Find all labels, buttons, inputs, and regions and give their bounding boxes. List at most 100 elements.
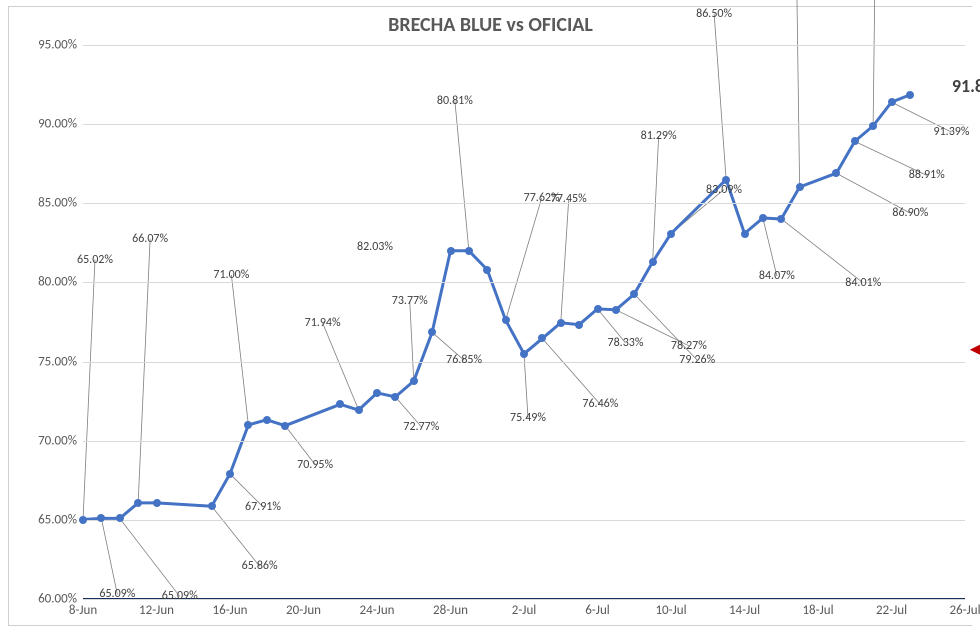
data-marker (79, 516, 87, 524)
y-tick-label: 80.00% (38, 275, 77, 290)
data-marker (153, 499, 161, 507)
leader-line (101, 518, 117, 594)
line-svg (83, 45, 965, 599)
data-label: 71.94% (305, 317, 341, 329)
data-marker (244, 421, 252, 429)
data-marker (97, 514, 105, 522)
x-tick-label: 8-Jun (69, 603, 97, 618)
data-marker (520, 350, 528, 358)
data-label: 88.91% (909, 169, 945, 181)
data-marker (502, 316, 510, 324)
plot-area: 60.00%65.00%70.00%75.00%80.00%85.00%90.0… (83, 45, 965, 599)
data-marker (612, 306, 620, 314)
data-label: 84.07% (759, 270, 795, 282)
data-marker (777, 215, 785, 223)
data-marker (483, 266, 491, 274)
data-label: 84.01% (845, 277, 881, 289)
leader-line (653, 136, 659, 262)
leader-line (212, 506, 260, 566)
leader-line (323, 323, 359, 410)
data-label: 76.46% (582, 398, 618, 410)
gridline (83, 520, 965, 521)
x-tick-label: 6-Jul (585, 603, 610, 618)
gridline (83, 124, 965, 125)
data-label: 78.27% (671, 340, 707, 352)
data-marker (281, 422, 289, 430)
x-tick-label: 20-Jun (286, 603, 321, 618)
data-label: 78.33% (608, 337, 644, 349)
data-label: 65.09% (162, 590, 198, 602)
data-marker (226, 470, 234, 478)
data-marker (594, 305, 602, 313)
data-marker (355, 406, 363, 414)
x-tick-label: 16-Jun (213, 603, 248, 618)
data-label: 65.09% (99, 588, 135, 600)
data-label: 79.26% (679, 354, 715, 366)
series-line (83, 95, 910, 520)
data-marker (575, 321, 583, 329)
data-marker (428, 328, 436, 336)
x-tick-label: 2-Jul (512, 603, 537, 618)
leader-line (524, 354, 528, 418)
data-marker (447, 247, 455, 255)
leader-line (120, 518, 180, 596)
data-marker (336, 400, 344, 408)
data-label: 76.85% (446, 354, 482, 366)
y-tick-label: 90.00% (38, 117, 77, 132)
data-label: 65.02% (77, 254, 113, 266)
data-marker (538, 334, 546, 342)
leader-line (561, 199, 569, 323)
data-label: 65.86% (242, 560, 278, 572)
red-arrow-icon: ◄ (965, 338, 980, 360)
y-tick-label: 70.00% (38, 433, 77, 448)
data-label: 83.09% (706, 184, 742, 196)
gridline (83, 599, 965, 600)
data-marker (906, 91, 914, 99)
leader-line (231, 275, 248, 425)
data-marker (410, 377, 418, 385)
leader-line (410, 301, 414, 381)
data-label: 86.50% (696, 8, 732, 20)
data-marker (134, 499, 142, 507)
data-marker (208, 502, 216, 510)
leader-line (763, 218, 777, 276)
y-tick-label: 95.00% (38, 38, 77, 53)
data-label: 66.07% (132, 233, 168, 245)
data-label: 72.77% (403, 421, 439, 433)
x-tick-label: 28-Jun (433, 603, 468, 618)
data-label: 82.03% (357, 241, 393, 253)
data-marker (832, 169, 840, 177)
data-marker (667, 230, 675, 238)
x-tick-label: 10-Jul (655, 603, 686, 618)
data-marker (557, 319, 565, 327)
x-tick-label: 14-Jul (729, 603, 760, 618)
data-label: 80.81% (437, 95, 473, 107)
leader-line (542, 338, 600, 404)
data-marker (649, 258, 657, 266)
x-tick-label: 12-Jun (139, 603, 174, 618)
data-marker (759, 214, 767, 222)
data-marker (796, 183, 804, 191)
y-tick-label: 85.00% (38, 196, 77, 211)
data-marker (630, 290, 638, 298)
x-tick-label: 26-Jul (949, 603, 980, 618)
gridline (83, 45, 965, 46)
chart-container: BRECHA BLUE vs OFICIAL 60.00%65.00%70.00… (8, 6, 972, 626)
data-marker (851, 137, 859, 145)
gridline (83, 441, 965, 442)
data-label: 91.39% (934, 126, 970, 138)
data-label: 86.90% (892, 207, 928, 219)
data-label: 77.45% (551, 193, 587, 205)
data-marker (263, 416, 271, 424)
data-label: 67.91% (245, 501, 281, 513)
x-tick-label: 22-Jul (876, 603, 907, 618)
gridline (83, 282, 965, 283)
y-tick-label: 75.00% (38, 354, 77, 369)
leader-line (83, 260, 95, 520)
x-tick-label: 24-Jun (360, 603, 395, 618)
gridline (83, 362, 965, 363)
data-marker (869, 122, 877, 130)
data-marker (465, 247, 473, 255)
data-marker (373, 389, 381, 397)
leader-line (506, 198, 542, 320)
